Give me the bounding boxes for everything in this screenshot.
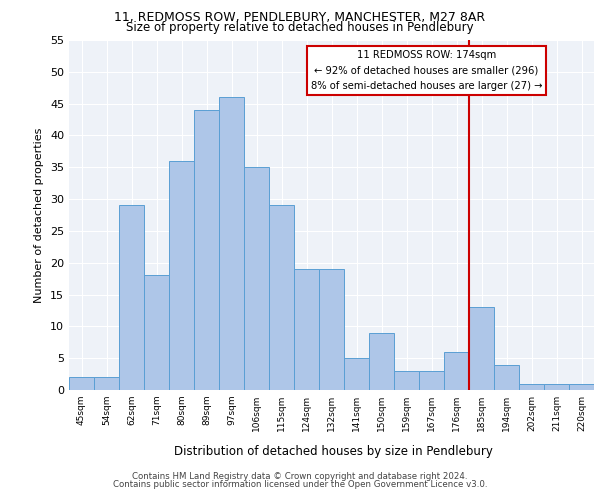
Bar — [344, 358, 369, 390]
Bar — [569, 384, 594, 390]
Bar — [394, 371, 419, 390]
Text: Contains public sector information licensed under the Open Government Licence v3: Contains public sector information licen… — [113, 480, 487, 489]
Y-axis label: Number of detached properties: Number of detached properties — [34, 128, 44, 302]
Text: Contains HM Land Registry data © Crown copyright and database right 2024.: Contains HM Land Registry data © Crown c… — [132, 472, 468, 481]
Bar — [269, 206, 294, 390]
Text: Size of property relative to detached houses in Pendlebury: Size of property relative to detached ho… — [126, 21, 474, 34]
Bar — [369, 332, 394, 390]
Bar — [169, 161, 194, 390]
Bar — [194, 110, 219, 390]
Text: 11 REDMOSS ROW: 174sqm
← 92% of detached houses are smaller (296)
8% of semi-det: 11 REDMOSS ROW: 174sqm ← 92% of detached… — [311, 50, 542, 90]
Bar — [419, 371, 444, 390]
Bar — [244, 168, 269, 390]
Bar — [319, 269, 344, 390]
Bar — [94, 378, 119, 390]
Bar — [294, 269, 319, 390]
Bar — [544, 384, 569, 390]
Bar — [519, 384, 544, 390]
Bar — [144, 276, 169, 390]
Text: Distribution of detached houses by size in Pendlebury: Distribution of detached houses by size … — [173, 444, 493, 458]
Bar — [69, 378, 94, 390]
Bar — [119, 206, 144, 390]
Bar — [469, 308, 494, 390]
Text: 11, REDMOSS ROW, PENDLEBURY, MANCHESTER, M27 8AR: 11, REDMOSS ROW, PENDLEBURY, MANCHESTER,… — [115, 11, 485, 24]
Bar — [494, 364, 519, 390]
Bar — [444, 352, 469, 390]
Bar — [219, 98, 244, 390]
